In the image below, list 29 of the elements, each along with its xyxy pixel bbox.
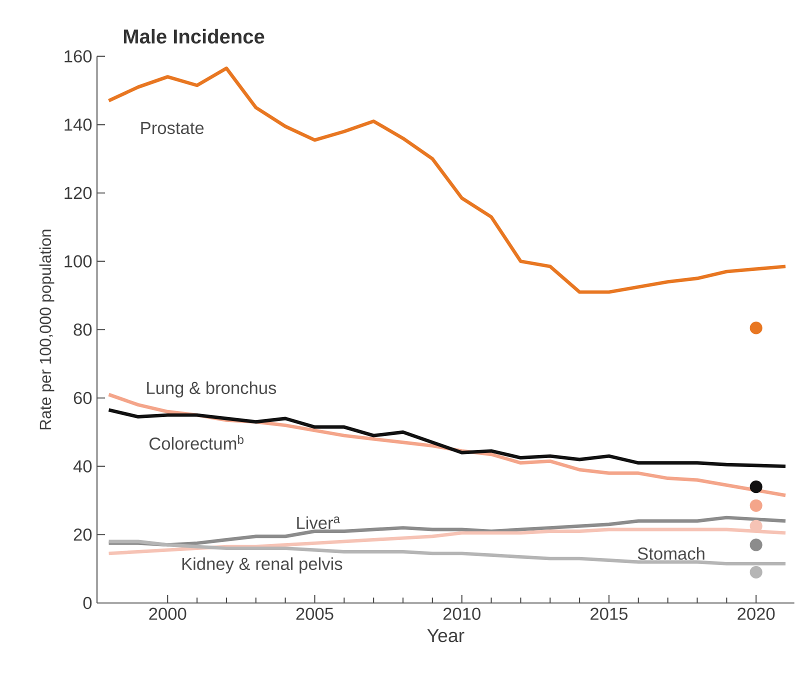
x-tick-label: 2020 (738, 608, 775, 620)
series-label: Kidney & renal pelvis (182, 557, 342, 574)
y-tick-label: 100 (64, 255, 92, 268)
y-axis-title: Rate per 100,000 population (39, 230, 54, 430)
y-tick-label: 20 (74, 528, 92, 541)
line-series (107, 66, 788, 294)
y-tick-label: 60 (74, 392, 92, 404)
x-tick-label: 2005 (296, 608, 334, 620)
series-label: Lung & bronchus (147, 381, 276, 398)
y-tick-label: 40 (73, 460, 92, 472)
series-label: Prostate (141, 122, 204, 134)
series-label: Liver$^{a}$ (297, 516, 340, 530)
series-label: Stomach (638, 547, 704, 560)
x-tick-label: 2015 (590, 608, 628, 620)
x-axis-title: Year (427, 629, 464, 642)
point (750, 499, 762, 512)
chart-title: Male Incidence (124, 28, 264, 44)
y-tick-label: 0 (83, 596, 92, 610)
point (750, 538, 762, 552)
y-tick-label: 80 (74, 324, 92, 336)
point (750, 480, 762, 494)
y-tick-label: 140 (64, 118, 92, 131)
point (750, 566, 762, 579)
series-label: Colorectum$^{b}$ (150, 435, 244, 450)
point (750, 322, 762, 334)
x-tick-label: 2010 (443, 608, 480, 620)
y-tick-label: 160 (64, 50, 92, 62)
y-tick-label: 120 (64, 186, 92, 200)
x-tick-label: 2000 (149, 608, 186, 620)
